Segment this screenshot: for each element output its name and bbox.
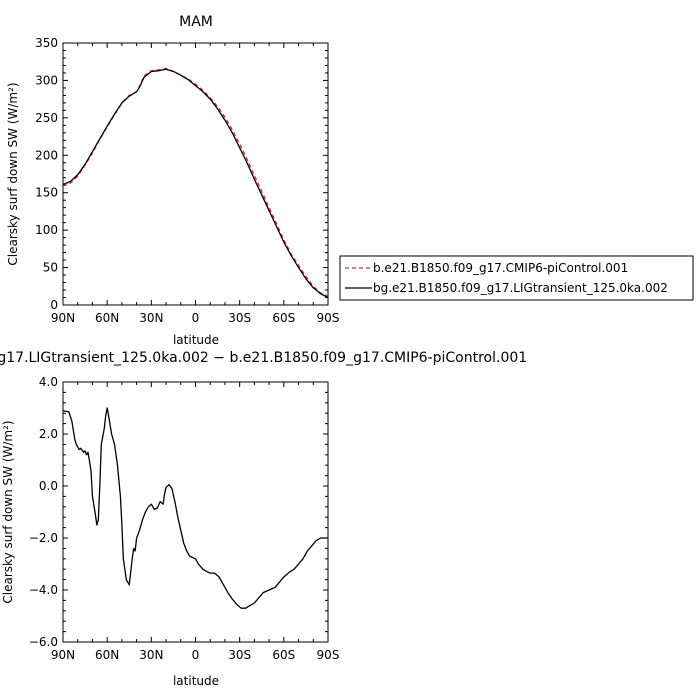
bottom-chart-y-tick-label: −6.0 [29,635,58,649]
top-chart-y-tick-label: 0 [50,298,58,312]
top-chart-y-tick-label: 100 [35,223,58,237]
bottom-chart-series-line-0 [62,407,328,609]
top-chart-y-tick-label: 250 [35,111,58,125]
top-chart-title: MAM [179,14,213,30]
top-chart-y-tick-label: 50 [43,261,58,275]
top-chart-plot-frame [62,42,329,306]
top-chart-x-tick-label: 60S [272,311,295,325]
top-chart-x-tick-label: 30S [228,311,251,325]
legend-box [339,255,694,301]
bottom-chart-plot-frame [62,381,329,643]
top-chart-series-line-0 [62,67,329,297]
legend-label-picontrol: b.e21.B1850.f09_g17.CMIP6-piControl.001 [373,261,628,275]
top-chart-x-tick-label: 30N [139,311,163,325]
bottom-chart-x-tick-label: 90S [317,648,340,662]
bottom-chart-x-tick-label: 60S [272,648,295,662]
top-chart-x-tick-label: 90S [317,311,340,325]
bottom-chart-x-tick-label: 60N [95,648,119,662]
legend-label-ligtransient: bg.e21.B1850.f09_g17.LIGtransient_125.0k… [373,281,668,295]
bottom-chart-y-tick-label: −4.0 [29,583,58,597]
top-chart-y-tick-label: 150 [35,186,58,200]
legend: b.e21.B1850.f09_g17.CMIP6-piControl.001 … [339,255,694,301]
bottom-chart-y-tick-label: −2.0 [29,531,58,545]
top-chart-y-tick-label: 200 [35,148,58,162]
bottom-chart-x-tick-label: 90N [51,648,75,662]
top-chart-panel: MAM 90N 60N 30N 0 30S 60S 90S 0 50 100 150 200 250 30… [6,14,339,347]
top-chart-y-tick-label: 300 [35,73,58,87]
top-chart-y-tick-label: 350 [35,36,58,50]
bottom-chart-y-axis-label: Clearsky surf down SW (W/m²) [1,420,15,603]
top-chart-x-tick-label: 60N [95,311,119,325]
bottom-chart-title: bg.e21.B1850.f09_g17.LIGtransient_125.0k… [0,350,527,366]
top-chart-series-line-1 [62,68,329,299]
bottom-chart-y-tick-label: 4.0 [39,375,58,389]
top-chart-x-tick-label: 90N [51,311,75,325]
top-chart-x-tick-label: 0 [192,311,200,325]
bottom-chart-y-tick-label: 2.0 [39,427,58,441]
bottom-chart-x-tick-label: 30N [139,648,163,662]
top-chart-y-axis-label: Clearsky surf down SW (W/m²) [6,82,20,265]
bottom-chart-x-tick-label: 30S [228,648,251,662]
bottom-chart-x-tick-label: 0 [192,648,200,662]
bottom-chart-panel: bg.e21.B1850.f09_g17.LIGtransient_125.0k… [0,350,527,688]
bottom-chart-x-axis-label: latitude [173,674,219,688]
top-chart-x-axis-label: latitude [173,333,219,347]
bottom-chart-y-tick-label: 0.0 [39,479,58,493]
